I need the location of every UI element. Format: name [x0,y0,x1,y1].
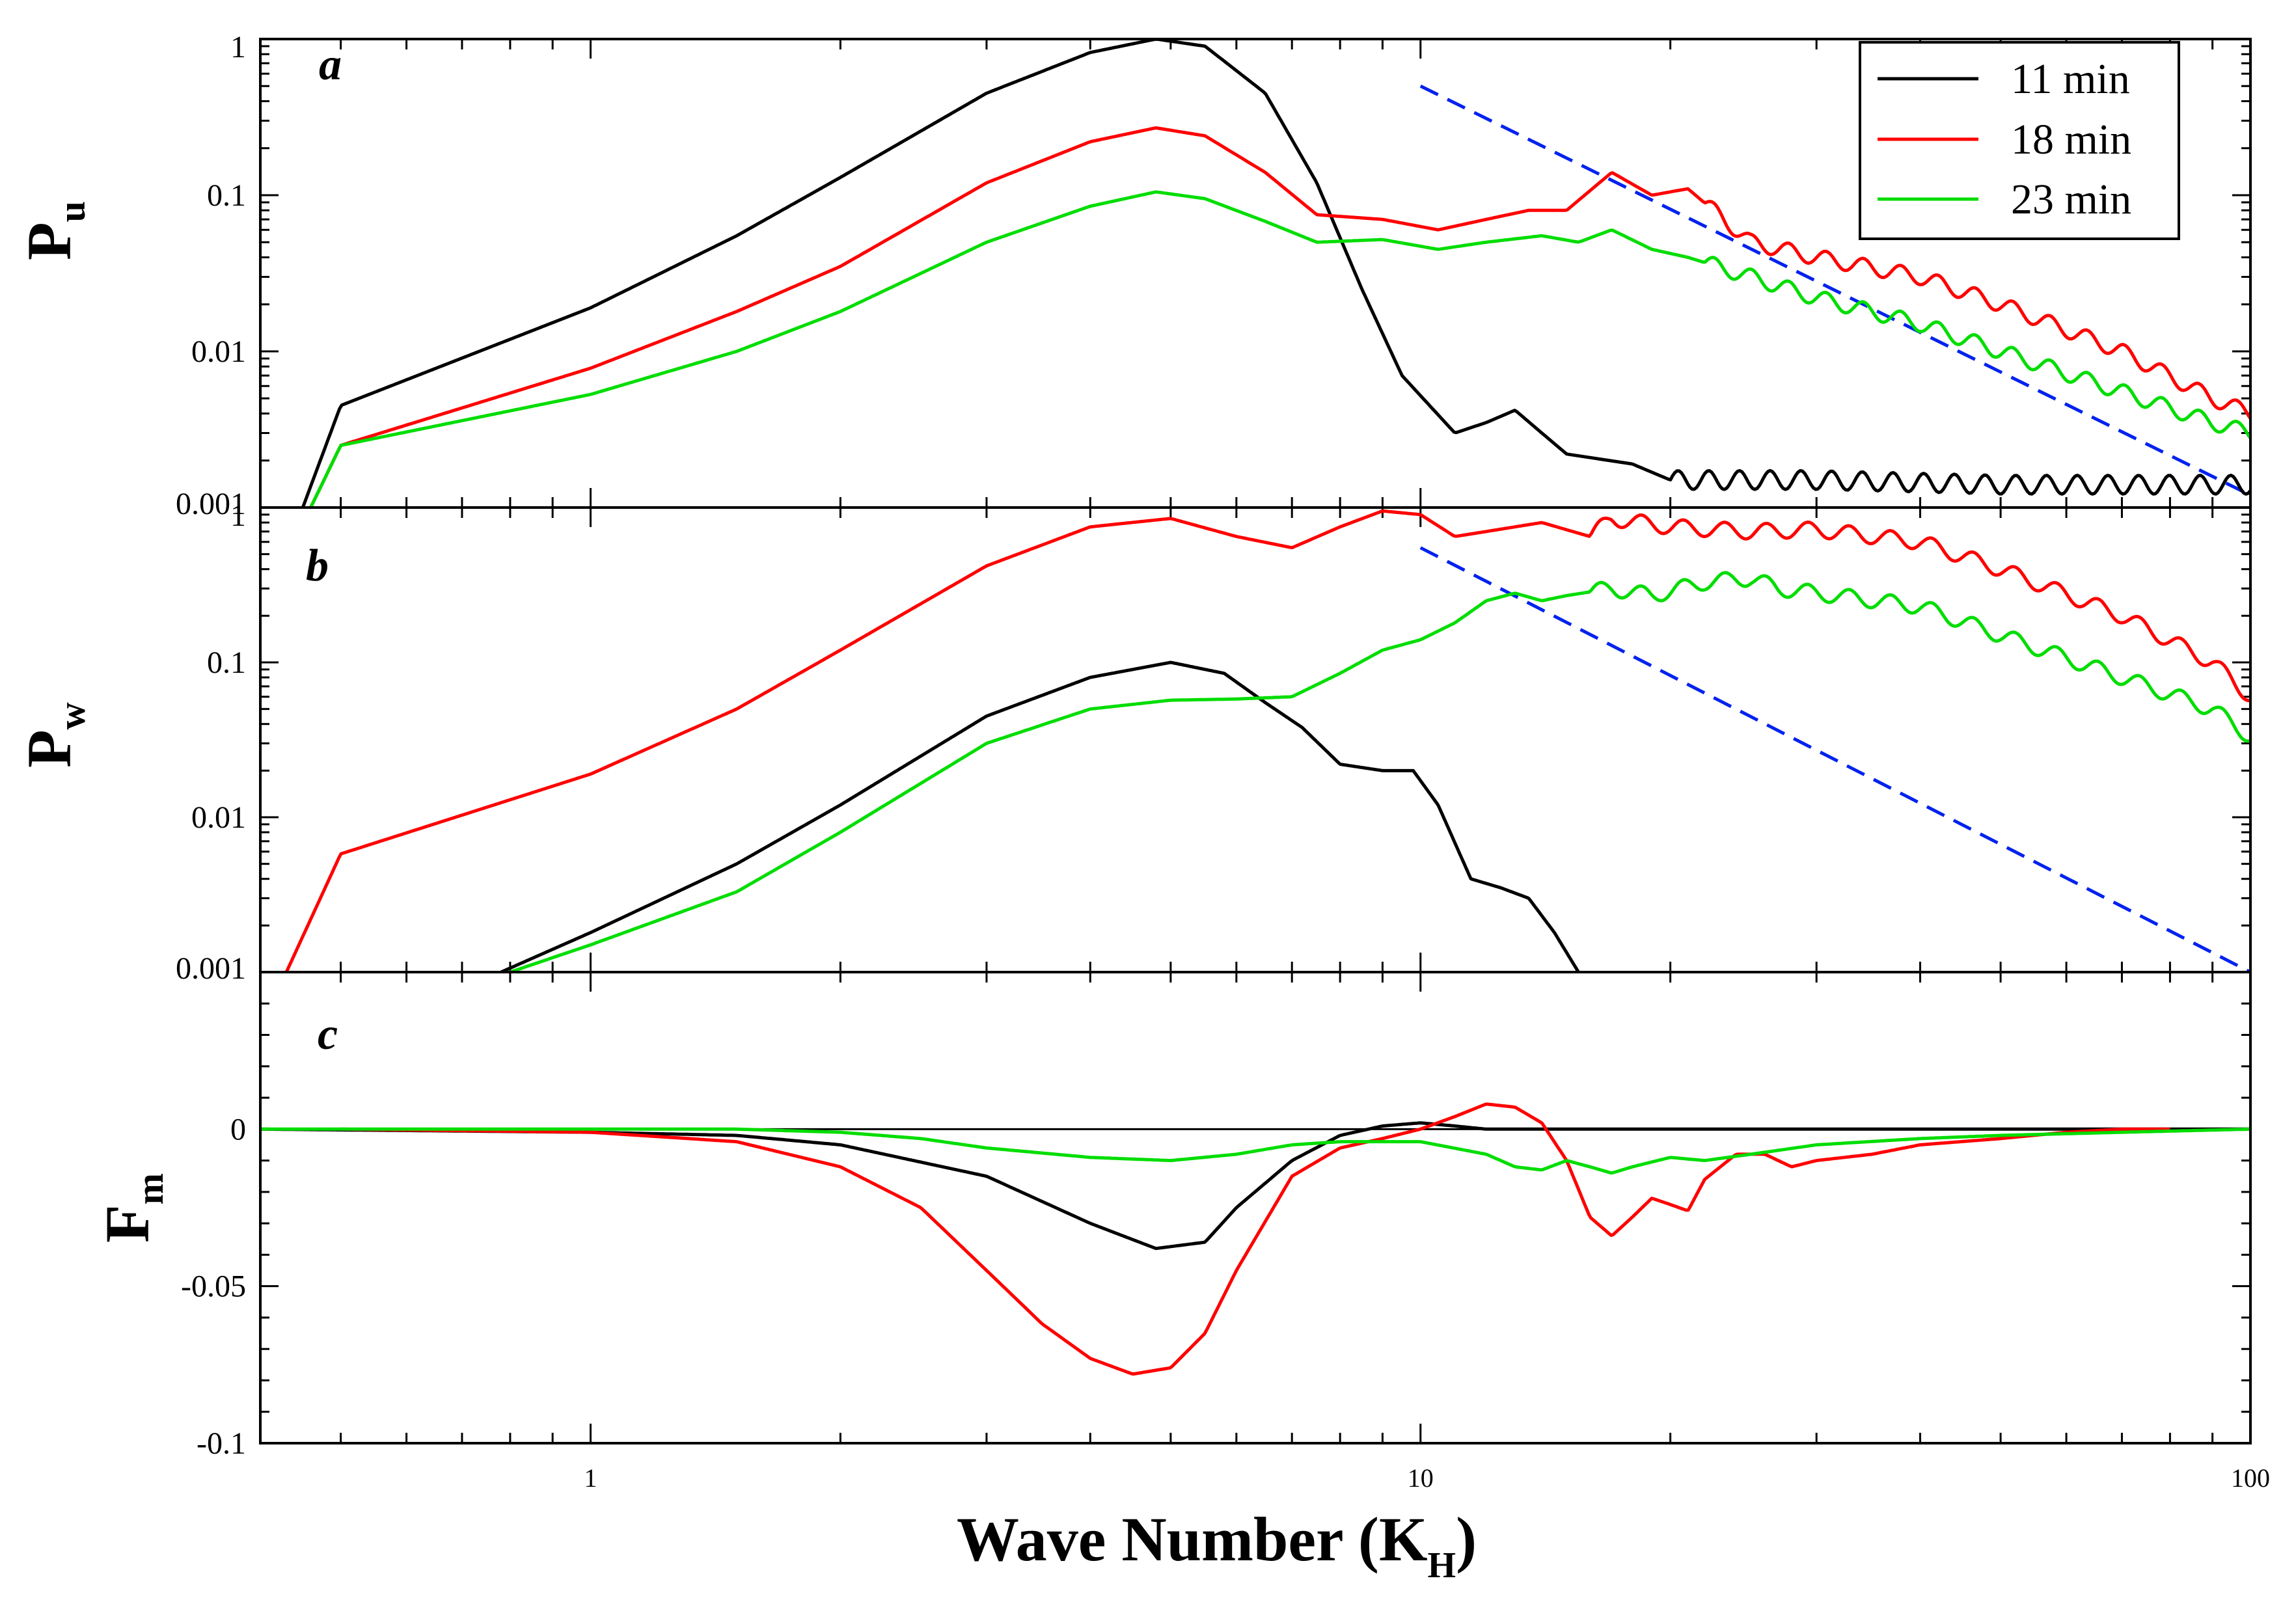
ylabel-a: Pu [14,201,93,260]
ylabel-c-sub: m [129,1173,171,1204]
ylabel-b-sub: w [51,702,93,729]
frame-layer [259,38,2252,1444]
y-tick-label: -0.05 [181,1269,246,1304]
y-tick-label: 0.1 [207,178,246,213]
ylabel-a-main: P [14,222,84,260]
reference-slope-line [1419,546,2250,972]
panel-letter-a: a [319,40,342,90]
legend: 11 min 18 min 23 min [1859,41,2180,240]
legend-label-18: 18 min [2011,116,2131,163]
series-line-c-18-min [340,1102,2170,1376]
y-tick-label: 0.01 [191,800,246,835]
ylabel-b: Pw [14,702,93,768]
ylabel-a-sub: u [51,201,93,222]
panel-letter-b: b [306,541,329,591]
x-axis-label-sub: H [1428,1545,1456,1586]
series-line-c-23-min [260,1127,2250,1175]
y-tick-label: 1 [230,30,246,64]
series-line-a-18-min [309,126,2250,508]
x-tick-label: 1 [584,1463,597,1493]
series-line-b-18-min [284,509,2250,972]
svg-text:Pw: Pw [14,702,93,768]
x-tick-label: 100 [2231,1463,2270,1493]
series-layer [260,39,2250,1376]
reference-slope-line [1419,85,2250,497]
axes-layer [259,39,2250,1444]
ylabel-c: Fm [92,1173,171,1243]
ylabel-b-main: P [14,729,84,768]
y-tick-label: 0.01 [191,334,246,369]
y-tick-label: 1 [230,498,246,533]
svg-text:Pu: Pu [14,201,93,260]
x-axis-label-main: Wave Number (K [957,1504,1428,1574]
series-line-b-11-min [500,660,1580,972]
x-axis-label: Wave Number (KH) [957,1504,1477,1586]
x-tick-label: 10 [1408,1463,1434,1493]
svg-text:Fm: Fm [92,1173,171,1243]
legend-label-23: 23 min [2011,176,2131,223]
y-tick-label: 0.001 [176,487,246,521]
y-tick-label: 0.001 [176,951,246,986]
y-tick-label: 0.1 [207,645,246,680]
y-tick-label: -0.1 [197,1426,246,1461]
panel-frame-b [259,506,2252,973]
ylabel-c-main: F [92,1204,162,1243]
series-line-a-11-min [301,39,2250,508]
x-axis-label-close: ) [1456,1504,1477,1574]
series-line-a-23-min [309,190,2250,508]
series-line-b-23-min [510,571,2250,972]
panel-letter-c: c [318,1009,338,1059]
y-tick-label: 0 [230,1112,246,1146]
legend-label-11: 11 min [2011,55,2130,103]
panel-frame-c [259,971,2252,1444]
